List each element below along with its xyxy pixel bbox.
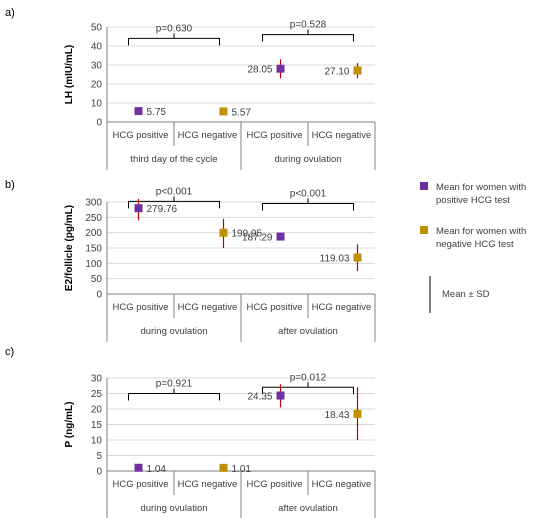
y-tick-label: 20	[91, 80, 103, 91]
y-tick-label: 30	[91, 61, 103, 72]
y-axis-label: P (ng/mL)	[64, 402, 75, 448]
group-label: third day of the cycle	[130, 154, 217, 165]
category-label: HCG negative	[178, 130, 238, 141]
legend-label: negative HCG test	[436, 239, 514, 250]
data-point	[134, 463, 143, 472]
y-tick-label: 250	[85, 213, 102, 224]
y-tick-label: 0	[96, 467, 102, 478]
y-tick-label: 50	[91, 23, 103, 34]
data-label: 18.43	[324, 410, 349, 421]
y-tick-label: 30	[91, 374, 103, 385]
chart-panel-b: b) 0 50 100 150 200 250 300 HCG positive HCG nega…	[5, 179, 376, 342]
legend-marker-negative	[420, 226, 428, 234]
category-label: HCG negative	[178, 302, 238, 313]
data-point	[219, 107, 228, 116]
group-label: during ovulation	[140, 503, 207, 514]
y-tick-label: 10	[91, 99, 103, 110]
data-label: 119.03	[320, 253, 350, 264]
significance-bracket	[128, 393, 220, 401]
y-tick-label: 10	[91, 436, 103, 447]
significance-bracket	[262, 203, 354, 211]
data-label: 279.76	[147, 204, 178, 215]
category-label: HCG positive	[247, 302, 303, 313]
group-label: during ovulation	[274, 154, 341, 165]
category-label: HCG negative	[312, 302, 372, 313]
legend-marker-positive	[420, 182, 428, 190]
significance-bracket	[262, 34, 354, 42]
data-point	[219, 463, 228, 472]
category-label: HCG negative	[312, 130, 372, 141]
data-label: 24.35	[247, 392, 272, 403]
category-label: HCG positive	[247, 130, 303, 141]
category-label: HCG positive	[113, 130, 169, 141]
p-value-label: p=0.921	[156, 379, 193, 390]
y-tick-label: 0	[96, 118, 102, 129]
significance-bracket	[128, 37, 220, 46]
data-point	[353, 66, 362, 75]
data-point	[276, 232, 285, 241]
legend-label: Mean for women with	[436, 182, 526, 193]
p-value-label: p<0.001	[156, 186, 193, 197]
data-label: 28.05	[247, 65, 272, 76]
legend-label: Mean for women with	[436, 226, 526, 237]
group-label: during ovulation	[140, 326, 207, 337]
y-tick-label: 300	[85, 198, 102, 209]
p-value-label: p=0.012	[290, 372, 327, 383]
data-label: 199.95	[232, 229, 263, 240]
data-point	[219, 228, 228, 237]
p-value-label: p<0.001	[290, 189, 327, 200]
data-label: 1.04	[147, 464, 167, 475]
legend-label: positive HCG test	[436, 195, 510, 206]
panel-label: b)	[5, 179, 15, 191]
group-label: after ovulation	[278, 503, 338, 514]
legend: Mean for women with positive HCG test Mean…	[420, 182, 526, 313]
data-label: 27.10	[324, 67, 349, 78]
legend-label: Mean ± SD	[442, 289, 490, 300]
y-axis-label: LH (mIU/mL)	[64, 45, 75, 104]
p-value-label: p=0.630	[156, 23, 193, 34]
data-point	[353, 409, 362, 418]
panel-label: a)	[5, 7, 15, 19]
y-tick-label: 100	[85, 259, 102, 270]
p-value-label: p=0.528	[290, 20, 327, 31]
y-tick-label: 150	[85, 244, 102, 255]
significance-bracket	[128, 200, 220, 209]
data-point	[276, 391, 285, 400]
data-point	[134, 204, 143, 213]
category-label: HCG positive	[113, 302, 169, 313]
category-label: HCG negative	[178, 479, 238, 490]
y-tick-label: 40	[91, 42, 103, 53]
y-tick-label: 50	[91, 274, 103, 285]
y-tick-label: 25	[91, 389, 103, 400]
data-label: 5.57	[232, 107, 252, 118]
y-axis-label: E2/follicle (pg/mL)	[64, 205, 75, 291]
chart-panel-a: a) 0 10 20 30 40 50 HCG positive HCG negative HCG…	[5, 7, 376, 170]
y-tick-label: 5	[96, 451, 102, 462]
data-point	[134, 107, 143, 116]
data-point	[276, 64, 285, 73]
category-label: HCG positive	[113, 479, 169, 490]
y-tick-label: 20	[91, 405, 103, 416]
y-tick-label: 200	[85, 228, 102, 239]
data-label: 1.01	[232, 464, 252, 475]
data-label: 187.29	[242, 233, 273, 244]
data-point	[353, 253, 362, 262]
group-label: after ovulation	[278, 326, 338, 337]
panel-label: c)	[5, 346, 14, 358]
category-label: HCG negative	[312, 479, 372, 490]
data-label: 5.75	[147, 107, 167, 118]
chart-panel-c: c) 0 5 10 15 20 25 30 HCG positive HCG negative HC…	[5, 346, 376, 518]
y-tick-label: 0	[96, 290, 102, 301]
category-label: HCG positive	[247, 479, 303, 490]
y-tick-label: 15	[91, 420, 103, 431]
